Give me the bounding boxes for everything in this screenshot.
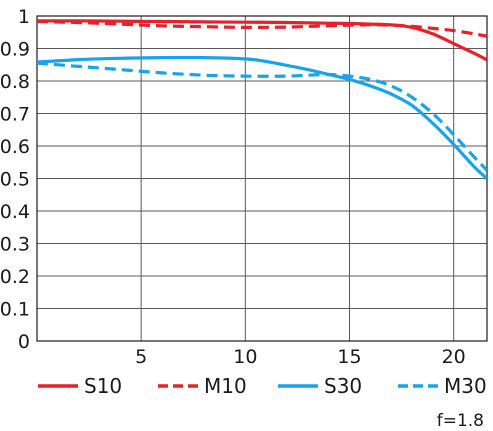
y-tick-label: 1 bbox=[18, 6, 30, 28]
y-tick-label: 0.2 bbox=[0, 266, 30, 288]
legend-label-m10: M10 bbox=[204, 374, 247, 398]
x-tick-label: 5 bbox=[135, 346, 147, 368]
y-tick-label: 0.8 bbox=[0, 71, 30, 93]
series-line-m30 bbox=[37, 61, 487, 172]
aperture-annotation: f=1.8 bbox=[437, 411, 484, 431]
tick-labels: 00.10.20.30.40.50.60.70.80.915 10 15 20 bbox=[0, 6, 466, 368]
y-tick-label: 0.6 bbox=[0, 136, 30, 158]
chart-grid bbox=[37, 16, 487, 341]
y-tick-label: 0.9 bbox=[0, 39, 30, 61]
y-tick-label: 0.7 bbox=[0, 104, 30, 126]
legend-label-s30: S30 bbox=[324, 374, 362, 398]
y-tick-label: 0.5 bbox=[0, 169, 30, 191]
x-tick-label: 20 bbox=[442, 346, 466, 368]
series-line-s10 bbox=[37, 19, 487, 62]
y-tick-label: 0.1 bbox=[0, 299, 30, 321]
y-tick-label: 0.4 bbox=[0, 201, 30, 223]
chart-legend: S10 M10 S30 M30 bbox=[38, 374, 487, 398]
series-layer bbox=[37, 19, 487, 180]
y-tick-label: 0 bbox=[18, 331, 30, 353]
x-tick-label: 10 bbox=[233, 346, 257, 368]
series-line-m10 bbox=[37, 19, 487, 38]
y-tick-label: 0.3 bbox=[0, 234, 30, 256]
legend-label-m30: M30 bbox=[444, 374, 487, 398]
x-tick-label: 15 bbox=[337, 346, 361, 368]
legend-label-s10: S10 bbox=[84, 374, 122, 398]
series-line-s30 bbox=[37, 55, 487, 180]
